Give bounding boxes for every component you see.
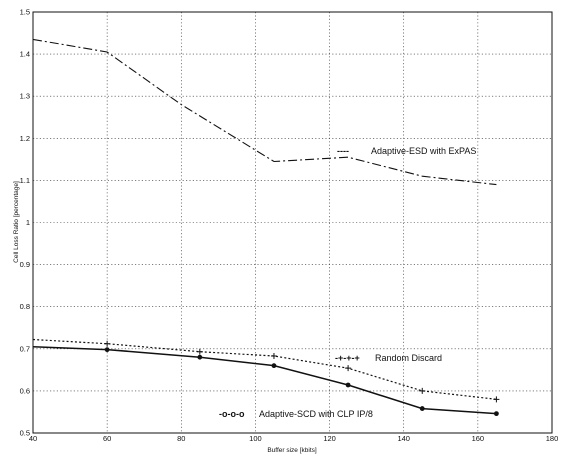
x-tick-label: 180 [546, 434, 559, 443]
series-1 [32, 338, 500, 403]
series-layer [32, 38, 500, 417]
series-2 [32, 345, 499, 417]
x-axis-label: Buffer size [kbits] [267, 447, 317, 454]
plus-marker [270, 352, 277, 359]
tick-labels: 40 60 80 100 120 140 160 180 0.5 0.6 0.7 0.8 0.9 1 1.1… [20, 8, 559, 444]
series-line [32, 38, 497, 186]
y-tick-label: 0.9 [20, 260, 30, 269]
legend-scd-symbol: -o-o-o [219, 409, 245, 419]
x-tick-label: 140 [397, 434, 410, 443]
y-tick-label: 1.4 [20, 50, 30, 59]
circle-marker [493, 411, 499, 417]
plus-marker [104, 340, 111, 347]
legend-scd: -o-o-o Adaptive-SCD with CLP IP/8 [219, 409, 373, 419]
circle-marker [345, 382, 351, 388]
x-tick-label: 80 [177, 434, 185, 443]
legend-esd: ---- Adaptive-ESD with ExPAS [337, 146, 476, 156]
x-tick-label: 160 [472, 434, 485, 443]
x-tick-label: 100 [249, 434, 262, 443]
plus-marker [419, 387, 426, 394]
y-tick-label: 0.8 [20, 302, 30, 311]
circle-marker [419, 406, 425, 411]
x-tick-label: 120 [323, 434, 336, 443]
plus-marker [196, 348, 203, 355]
y-tick-label: 1.2 [20, 134, 30, 143]
plus-marker [493, 396, 500, 403]
y-tick-label: 1.3 [20, 92, 30, 101]
x-tick-label: 60 [103, 434, 111, 443]
legend-random-symbol: -+-+-+ [335, 353, 360, 363]
circle-marker [271, 363, 277, 369]
series-line [32, 338, 497, 400]
series-0 [32, 38, 497, 186]
legend-esd-label: Adaptive-ESD with ExPAS [371, 146, 476, 156]
y-tick-label: 1.5 [20, 8, 30, 17]
y-axis-label: Cell Loss Ratio [percentage] [13, 181, 20, 263]
y-tick-label: 0.5 [20, 429, 30, 438]
circle-marker [104, 347, 110, 353]
legend-scd-label: Adaptive-SCD with CLP IP/8 [259, 409, 373, 419]
circle-marker [197, 354, 203, 360]
plot-frame [32, 11, 553, 434]
y-tick-label: 0.6 [20, 386, 30, 395]
legend-random-label: Random Discard [375, 353, 442, 363]
y-tick-label: 1 [26, 218, 30, 227]
legend-esd-symbol: ---- [337, 146, 349, 156]
plus-marker [345, 365, 352, 372]
y-tick-label: 0.7 [20, 344, 30, 353]
x-tick-label: 40 [29, 434, 37, 443]
legend-random: -+-+-+ Random Discard [335, 353, 442, 363]
y-tick-label: 1.1 [20, 176, 30, 185]
